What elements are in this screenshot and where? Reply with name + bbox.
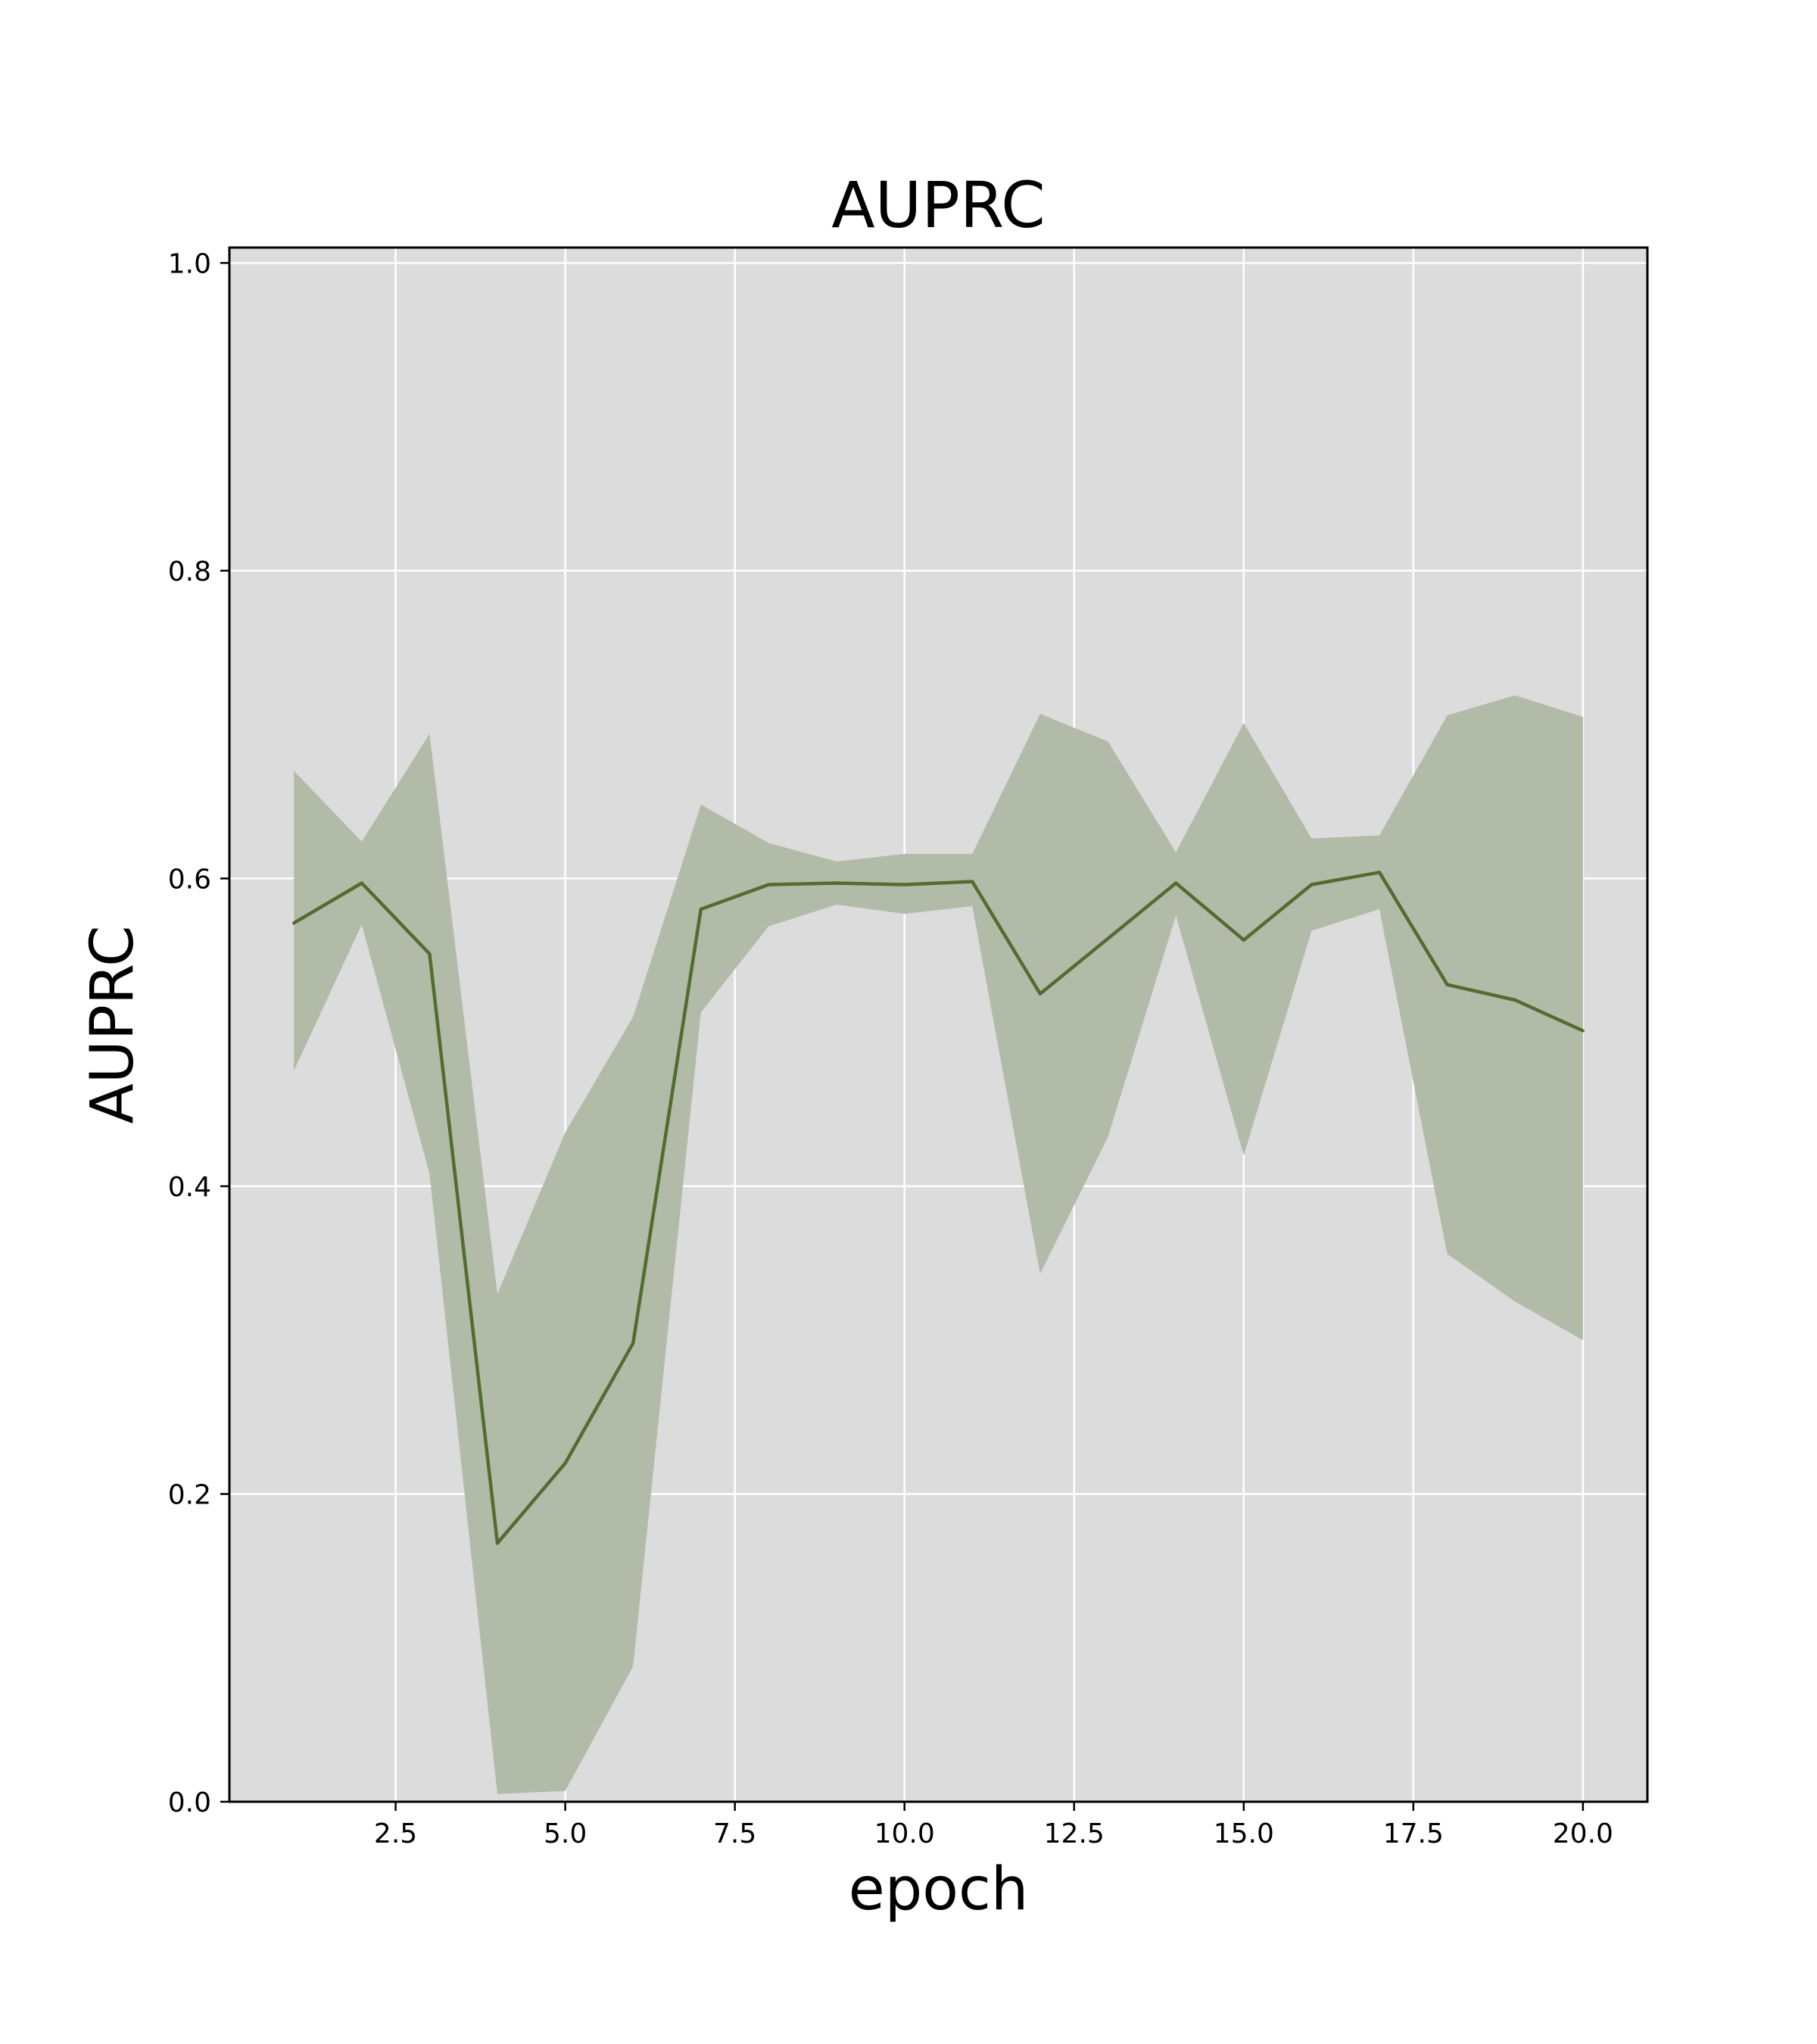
data-point [1513, 998, 1517, 1002]
chart-title: AUPRC [831, 168, 1045, 242]
x-tick-label: 20.0 [1553, 1818, 1613, 1849]
data-point [1310, 883, 1314, 886]
x-axis: 2.5 5.0 7.5 10.0 12.5 15.0 17.5 20.0 [374, 1802, 1613, 1849]
y-tick-label: 0.8 [168, 556, 211, 587]
data-point [1378, 871, 1382, 874]
series-line [292, 871, 1584, 1545]
data-point [1174, 881, 1178, 885]
data-point [767, 883, 771, 886]
x-tick-label: 7.5 [713, 1818, 756, 1849]
data-point [971, 880, 974, 883]
x-axis-title: epoch [849, 1855, 1029, 1924]
data-point [699, 908, 703, 911]
data-point [563, 1461, 567, 1465]
x-tick-label: 5.0 [544, 1818, 587, 1849]
y-tick-label: 0.4 [168, 1172, 211, 1203]
y-axis: 0.0 0.2 0.4 0.6 0.8 1.0 [168, 248, 229, 1818]
y-tick-label: 1.0 [168, 248, 211, 279]
data-point [1581, 1029, 1585, 1033]
data-point [428, 952, 432, 955]
y-axis-title: AUPRC [79, 925, 147, 1123]
chart-marks [292, 695, 1585, 1794]
x-tick-label: 12.5 [1044, 1818, 1105, 1849]
x-tick-label: 2.5 [374, 1818, 417, 1849]
x-tick-label: 17.5 [1383, 1818, 1444, 1849]
x-tick-label: 10.0 [874, 1818, 935, 1849]
data-point [292, 921, 296, 925]
data-point [1445, 983, 1449, 986]
data-point [902, 883, 906, 886]
plot-frame [228, 246, 1649, 1803]
data-point [1242, 938, 1245, 942]
data-point [835, 881, 839, 885]
data-point [1106, 936, 1110, 940]
confidence-band [294, 695, 1583, 1794]
data-point [631, 1341, 635, 1345]
data-point [495, 1541, 499, 1545]
y-tick-label: 0.2 [168, 1479, 211, 1510]
x-tick-label: 15.0 [1214, 1818, 1274, 1849]
data-point [1038, 992, 1042, 996]
y-tick-label: 0.0 [168, 1787, 211, 1818]
data-point [360, 881, 363, 885]
y-tick-label: 0.6 [168, 864, 211, 895]
